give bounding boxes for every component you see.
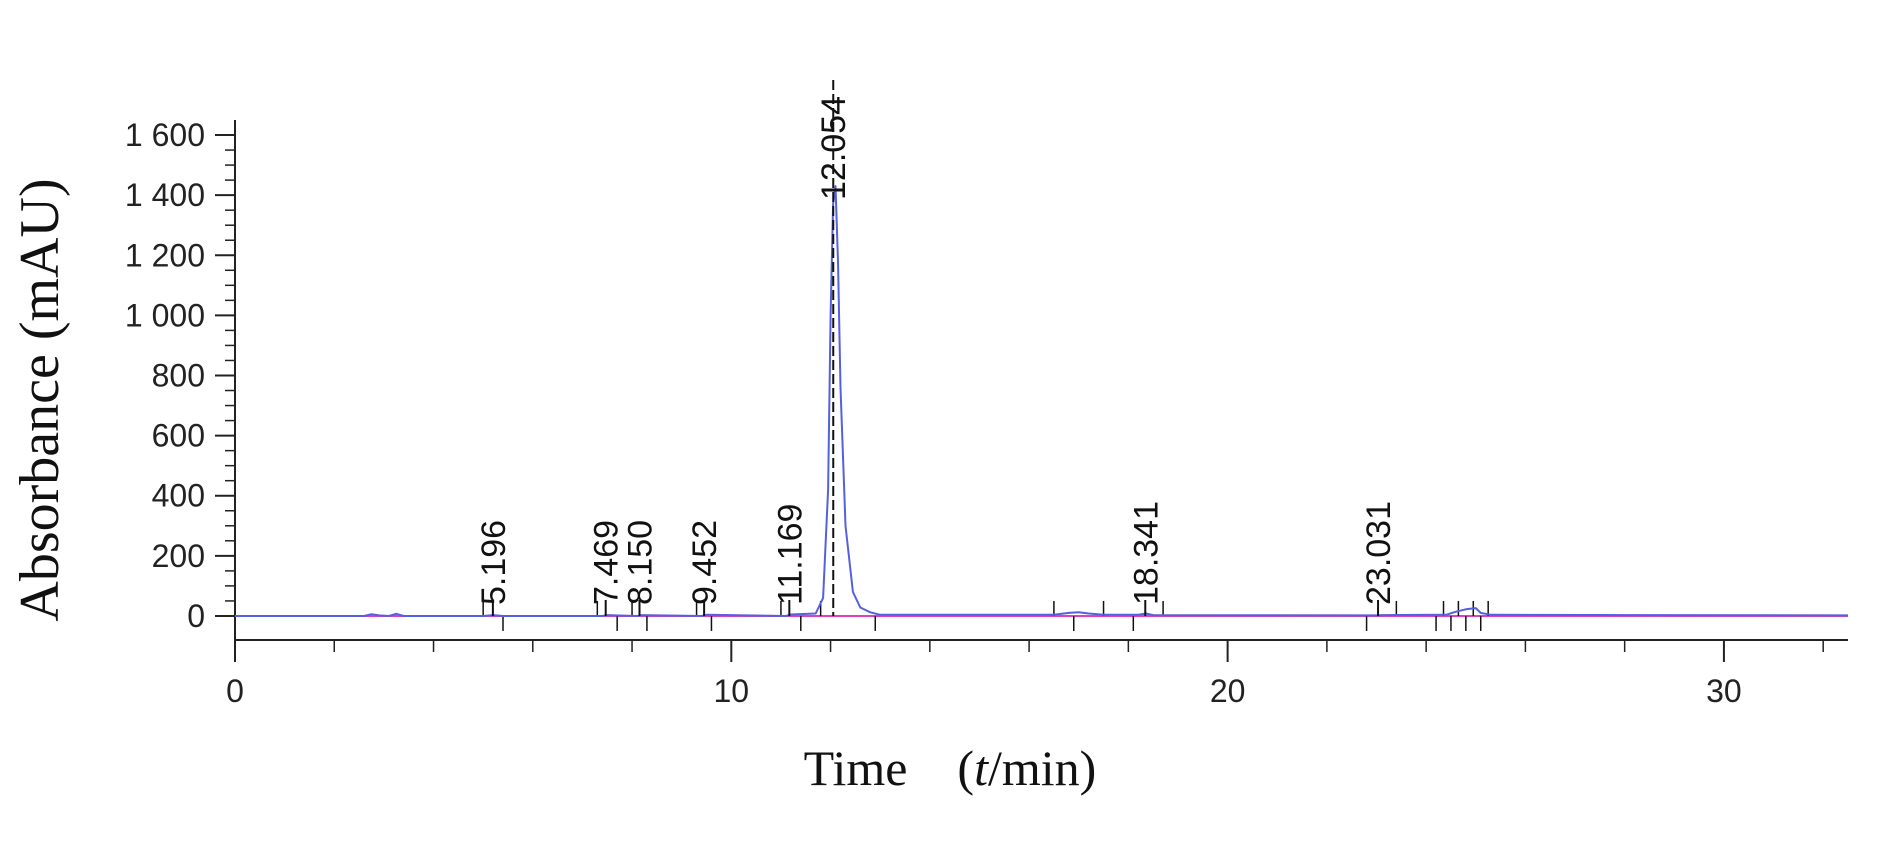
peak-label: 7.469 bbox=[588, 520, 626, 605]
y-tick-label: 400 bbox=[152, 478, 205, 514]
peak-label: 9.452 bbox=[686, 520, 724, 605]
y-tick-label: 0 bbox=[187, 598, 205, 634]
y-tick-label: 200 bbox=[152, 538, 205, 574]
y-tick-label: 1 000 bbox=[125, 297, 205, 333]
y-axis-title: Absorbance (mAU) bbox=[9, 178, 71, 621]
y-tick-label: 800 bbox=[152, 357, 205, 393]
peak-label: 8.150 bbox=[621, 520, 659, 605]
peak-label: 11.169 bbox=[771, 504, 809, 605]
y-tick-label: 1 200 bbox=[125, 237, 205, 273]
y-tick-label: 1 400 bbox=[125, 177, 205, 213]
x-tick-label: 0 bbox=[226, 673, 244, 709]
x-axis-title: Time (t/min) bbox=[804, 740, 1097, 796]
peak-label: 23.031 bbox=[1360, 501, 1398, 605]
axes-layer: 0 200 400 600 800 1 000 1 200 1 400 1 600 0 10 20 30 bbox=[125, 117, 1848, 709]
x-tick-label: 30 bbox=[1706, 673, 1742, 709]
peak-label: 5.196 bbox=[475, 520, 513, 605]
x-tick-label: 20 bbox=[1210, 673, 1246, 709]
peak-label: 18.341 bbox=[1127, 501, 1165, 605]
y-tick-label: 600 bbox=[152, 418, 205, 454]
y-tick-label: 1 600 bbox=[125, 117, 205, 153]
peak-label: 12.054 bbox=[815, 96, 853, 200]
x-tick-label: 10 bbox=[714, 673, 750, 709]
